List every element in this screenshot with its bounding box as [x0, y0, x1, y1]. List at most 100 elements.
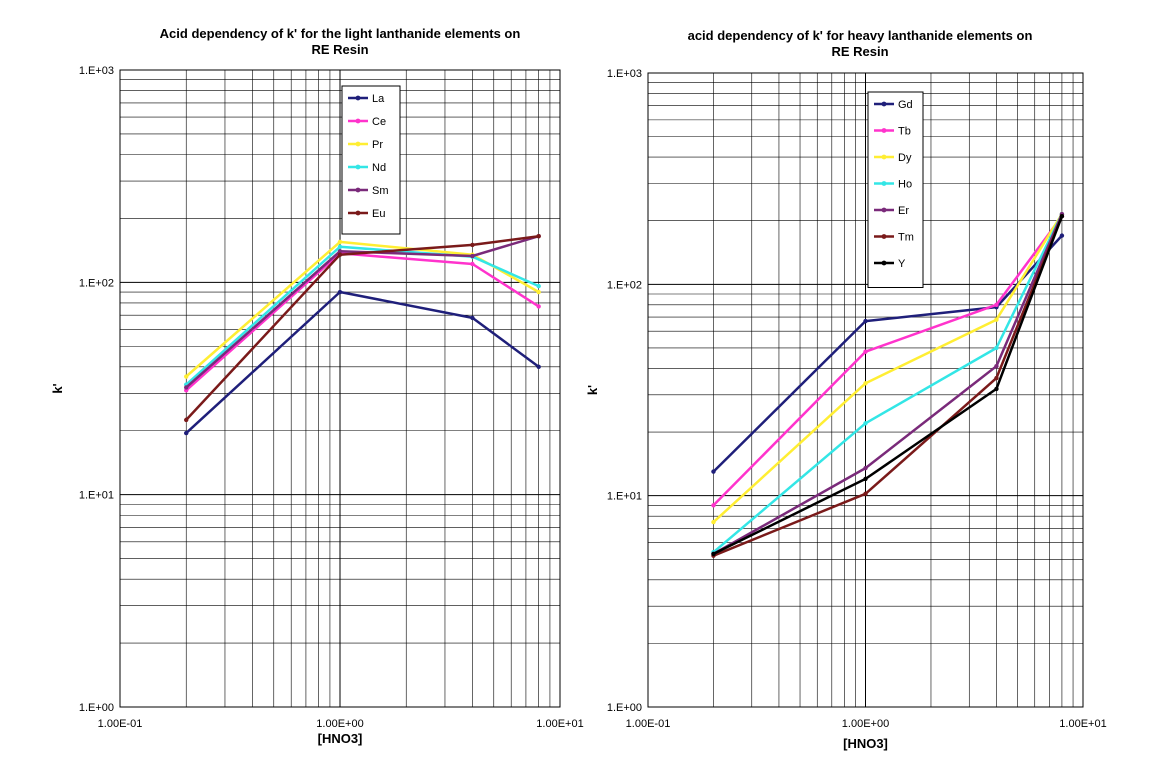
data-point-la — [536, 364, 541, 370]
chart-title-line-1: acid dependency of k' for heavy lanthani… — [688, 28, 1033, 43]
data-point-eu — [536, 233, 541, 239]
legend: Gd Tb Dy Ho Er Tm Y — [867, 91, 924, 288]
data-point-y — [711, 551, 716, 557]
data-point-ce — [536, 304, 541, 309]
legend-item-eu: Eu — [348, 208, 385, 220]
legend-label: Sm — [372, 185, 389, 197]
data-point-pr — [337, 239, 343, 245]
legend-label: Er — [898, 205, 909, 217]
legend-label: Tb — [898, 126, 911, 138]
legend-marker — [881, 154, 887, 160]
legend-label: Eu — [372, 208, 385, 220]
legend-marker — [881, 101, 887, 107]
light-lanthanide-chart: Acid dependency of k' for the light lant… — [50, 26, 584, 746]
legend-item-gd: Gd — [874, 99, 913, 111]
data-point-dy — [711, 519, 716, 525]
x-axis-label: [HNO3] — [843, 736, 888, 751]
legend-label: Dy — [898, 152, 912, 164]
series-line-eu — [185, 234, 539, 421]
data-point-nd — [536, 283, 541, 289]
legend-label: Tm — [898, 232, 914, 244]
data-point-dy — [863, 381, 868, 386]
y-tick-label: 1.E+03 — [79, 65, 114, 77]
legend-label: Nd — [372, 162, 386, 174]
data-point-tm — [863, 491, 868, 497]
legend-label: Gd — [898, 99, 913, 111]
data-point-tb — [863, 349, 868, 354]
y-tick-label: 1.E+00 — [79, 702, 114, 714]
data-point-dy — [994, 317, 999, 322]
legend-label: Y — [898, 258, 906, 270]
x-tick-label: 1.00E+00 — [316, 718, 363, 730]
series-line-nd — [185, 245, 540, 386]
data-point-pr — [184, 374, 189, 379]
legend-item-y: Y — [874, 258, 906, 270]
data-point-ho — [863, 421, 868, 426]
data-point-tb — [711, 503, 716, 508]
data-point-ho — [994, 345, 999, 351]
x-axis-label: [HNO3] — [318, 731, 363, 746]
data-point-gd — [711, 469, 716, 474]
series-line-gd — [712, 234, 1063, 473]
legend-marker — [881, 128, 887, 133]
y-tick-label: 1.E+00 — [607, 702, 642, 714]
legend-marker — [355, 210, 361, 216]
legend-marker — [355, 118, 361, 124]
series-lines — [184, 233, 541, 436]
x-tick-label: 1.00E+01 — [1059, 718, 1106, 730]
legend-item-er: Er — [874, 205, 909, 217]
legend-marker — [355, 141, 361, 147]
data-point-la — [184, 430, 189, 436]
data-point-er — [863, 465, 868, 471]
series-line-tb — [712, 215, 1063, 507]
legend-item-dy: Dy — [874, 152, 912, 164]
data-point-sm — [184, 385, 189, 390]
data-point-y — [994, 386, 999, 392]
series-line-tm — [713, 215, 1064, 557]
series-line-ce — [185, 252, 540, 392]
legend-box — [341, 85, 401, 235]
y-tick-labels: 1.E+00 1.E+01 1.E+02 1.E+03 — [607, 68, 642, 714]
series-line-ho — [712, 213, 1064, 554]
chart-title-line-2: RE Resin — [311, 42, 368, 57]
y-tick-labels: 1.E+00 1.E+01 1.E+02 1.E+03 — [79, 65, 114, 714]
series-lines — [711, 211, 1065, 558]
chart-title-line-2: RE Resin — [831, 44, 888, 59]
data-point-eu — [184, 417, 189, 423]
series-line-pr — [185, 240, 540, 378]
data-point-eu — [337, 252, 343, 257]
chart-title-line-1: Acid dependency of k' for the light lant… — [160, 26, 521, 41]
data-point-y — [1059, 214, 1065, 219]
legend-marker — [881, 207, 887, 213]
data-point-tb — [994, 302, 999, 308]
x-tick-label: 1.00E+01 — [536, 718, 583, 730]
data-point-gd — [1059, 233, 1065, 238]
legend-marker — [355, 164, 361, 170]
series-line-dy — [712, 213, 1063, 524]
y-tick-label: 1.E+03 — [607, 68, 642, 80]
legend-label: Ho — [898, 179, 912, 191]
x-tick-labels: 1.00E-01 1.00E+00 1.00E+01 — [98, 718, 584, 730]
y-tick-label: 1.E+01 — [607, 491, 642, 503]
gridlines — [647, 73, 1083, 708]
legend: La Ce Pr Nd Sm Eu — [341, 85, 401, 235]
legend-marker — [355, 187, 361, 193]
legend-label: La — [372, 93, 385, 105]
legend-marker — [881, 181, 887, 186]
gridlines — [119, 70, 560, 708]
data-point-eu — [470, 242, 475, 248]
data-point-nd — [337, 244, 343, 250]
data-point-sm — [337, 249, 343, 254]
legend-item-pr: Pr — [348, 139, 383, 151]
legend-item-la: La — [348, 93, 385, 105]
data-point-ce — [470, 261, 475, 267]
legend-marker — [881, 234, 887, 239]
legend-marker — [355, 95, 361, 101]
data-point-la — [337, 289, 343, 295]
legend-item-ce: Ce — [348, 116, 386, 128]
data-point-tm — [994, 375, 999, 381]
legend-item-sm: Sm — [348, 185, 389, 197]
x-tick-labels: 1.00E-01 1.00E+00 1.00E+01 — [626, 718, 1107, 730]
legend-item-tm: Tm — [874, 232, 914, 244]
